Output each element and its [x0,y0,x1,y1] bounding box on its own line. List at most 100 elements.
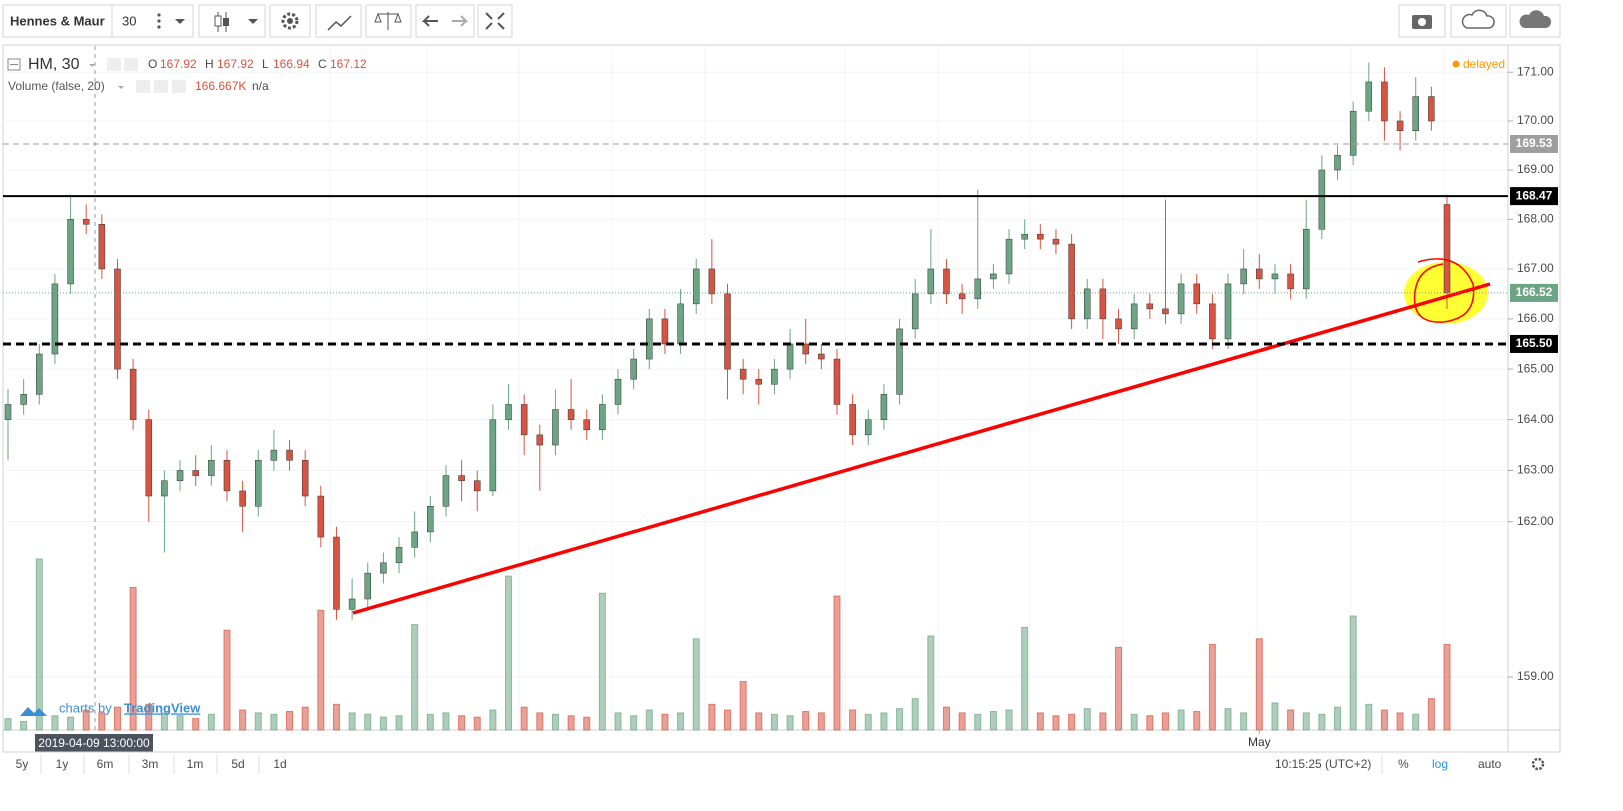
volume-bar [1255,638,1263,731]
candle-body [36,353,43,395]
volume-bar [317,609,325,731]
candle-body [301,460,309,497]
candle-body [990,273,997,280]
volume-bar [598,592,606,731]
volume-bar [270,713,278,731]
candle-body [1084,288,1091,320]
candle-body [442,475,450,507]
candle-body [880,394,888,420]
crosshair-time-box [35,734,153,752]
candle-body [1334,155,1341,171]
high-label: H [205,57,214,71]
candle-body [427,506,434,533]
percent-toggle[interactable]: % [1398,757,1409,771]
candle-body [818,353,825,360]
y-tick-label: 159.00 [1517,669,1554,683]
symbol-input[interactable]: Hennes & Maur [10,13,105,28]
range-button[interactable]: 5y [16,757,29,771]
interval-input[interactable]: 30 [122,13,136,28]
volume-bar [192,718,200,731]
candle-body [786,343,794,370]
close-value: 167.12 [330,57,367,71]
volume-bar [1161,712,1169,731]
candle-body [536,434,544,446]
candle-body [1412,96,1419,131]
open-label: O [148,57,157,71]
attribution-prefix: charts by [59,700,112,715]
volume-bar [1099,712,1107,731]
toolbar: Hennes & Maur 30 [2,4,1561,38]
volume-bar [442,712,450,731]
volume-bar [1130,713,1138,731]
volume-bar [51,715,59,731]
attribution[interactable]: charts by TradingView [20,700,201,716]
candle-body [1302,228,1310,290]
candle-body [1099,288,1107,320]
volume-bar [223,629,231,731]
fullscreen-button[interactable] [477,4,513,38]
range-button[interactable]: 1d [273,757,286,771]
plot [4,62,1451,731]
volume-bar [379,716,387,731]
volume-bar [927,635,935,731]
candle-body [865,419,872,436]
y-tick-label: 171.00 [1517,64,1554,78]
log-toggle[interactable]: log [1432,757,1448,771]
volume-bar [1068,713,1076,731]
candle-body [1146,303,1154,310]
y-tick-label: 166.00 [1517,311,1554,325]
candle-body [4,404,12,420]
range-button[interactable]: 1m [187,757,204,771]
volume-bar [911,698,919,731]
trend-line [352,282,1491,615]
volume-value: 166.667K [195,79,246,93]
candle-body [661,318,669,345]
candle-body [1396,120,1404,131]
range-button[interactable]: 6m [97,757,114,771]
candle-body [646,318,653,360]
volume-bar [1334,706,1342,731]
volume-bar [661,713,669,731]
candle-body [802,343,809,355]
indicators-button[interactable] [315,4,362,38]
candle-body [458,475,465,481]
candle-body [223,460,231,492]
chart-frame [2,44,1561,753]
clock: 10:15:25 (UTC+2) [1275,757,1371,771]
volume-bar [1052,715,1060,731]
symbol-box[interactable] [2,4,194,38]
volume-ma: n/a [252,79,269,93]
price-label-box [1510,283,1558,302]
candle-body [20,394,27,405]
volume-bar [536,712,544,731]
attribution-link[interactable]: TradingView [124,700,201,715]
volume-bar [802,710,810,731]
candle-body [411,531,418,548]
candle-body [552,409,559,446]
volume-bar [1318,713,1326,731]
range-button[interactable]: 5d [231,757,244,771]
y-tick-label: 168.00 [1517,212,1554,226]
volume-bar [1271,702,1279,731]
candle-body [1037,233,1044,240]
settings-icon[interactable] [1531,757,1545,771]
range-button[interactable]: 3m [142,757,159,771]
high-value: 167.92 [217,57,254,71]
volume-bar [395,715,403,731]
price-label: 168.47 [1516,188,1553,202]
volume-bar [817,712,825,731]
candle-body [1162,308,1169,315]
volume-bar [1146,715,1154,731]
volume-bar [1021,626,1029,731]
volume-bar [82,709,90,731]
volume-bar [786,715,794,731]
volume-bar [1287,709,1295,731]
volume-bar [35,558,43,731]
auto-toggle[interactable]: auto [1478,757,1502,771]
range-button[interactable]: 1y [56,757,69,771]
volume-bar [1005,709,1013,731]
candle-body [1068,243,1075,320]
candle-body [1021,233,1028,240]
volume-bar [724,709,731,731]
candle-body [567,409,575,420]
